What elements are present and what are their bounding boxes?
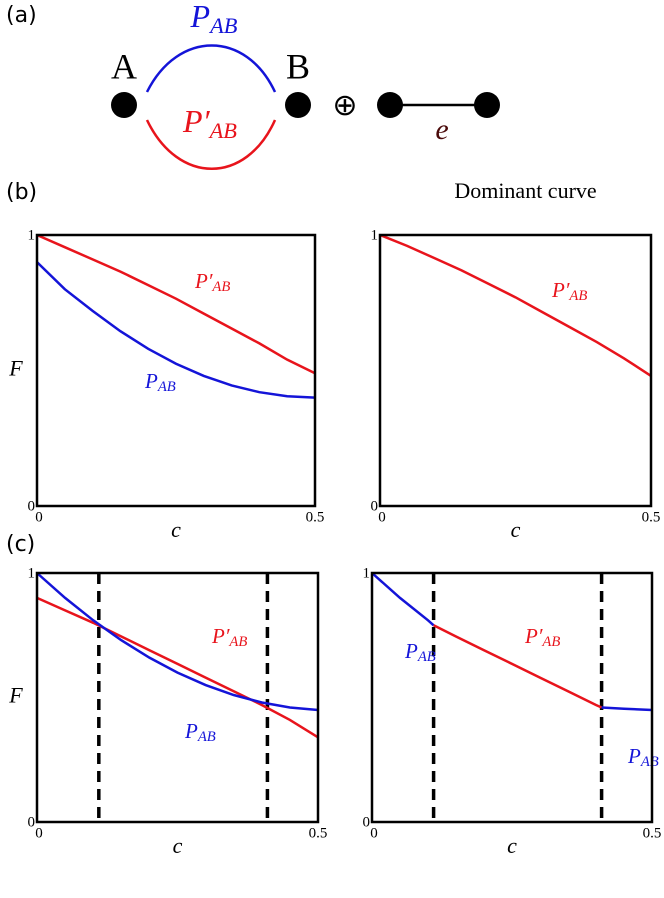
- curve-label: P′AB: [524, 624, 560, 651]
- node-label: B: [286, 46, 310, 86]
- x-tick-label: 0.5: [642, 509, 661, 525]
- node-label: A: [111, 46, 137, 86]
- x-axis-label: c: [173, 833, 183, 858]
- curve: [371, 572, 435, 627]
- curve-label: P′AB: [551, 278, 587, 305]
- y-tick-label: 0: [363, 814, 371, 830]
- curve: [36, 596, 319, 739]
- curve-label: P′AB: [194, 269, 230, 296]
- y-tick-label: 1: [28, 565, 36, 581]
- x-tick-label: 0.5: [306, 509, 325, 525]
- x-axis-label: c: [511, 517, 521, 542]
- y-tick-label: 0: [371, 498, 379, 514]
- x-axis-label: c: [171, 517, 181, 542]
- y-tick-label: 1: [28, 227, 36, 243]
- path-label: P′AB: [182, 103, 237, 143]
- path-arc: [145, 119, 277, 170]
- plot-frame: [378, 233, 653, 508]
- panel-label: (b): [6, 180, 37, 205]
- path-arc: [145, 44, 277, 93]
- curve: [36, 233, 316, 375]
- curve: [433, 624, 603, 709]
- node: [111, 92, 137, 118]
- y-tick-label: 0: [28, 814, 36, 830]
- curve-label: PAB: [627, 744, 659, 771]
- plot-frame: [35, 571, 320, 824]
- curve: [36, 261, 316, 399]
- x-tick-label: 0: [35, 825, 43, 841]
- node: [285, 92, 311, 118]
- operator: ⊕: [332, 89, 357, 122]
- path-label: PAB: [190, 0, 238, 38]
- chart-title: Dominant curve: [454, 178, 596, 203]
- plot-frame: [370, 571, 654, 824]
- curve: [379, 233, 652, 377]
- x-tick-label: 0: [35, 509, 43, 525]
- curve-label: P′AB: [211, 624, 247, 651]
- x-axis-label: c: [507, 833, 517, 858]
- curve-label: PAB: [184, 719, 216, 746]
- panel-label: (c): [6, 532, 35, 557]
- panel-label: (a): [6, 3, 37, 28]
- x-tick-label: 0: [378, 509, 386, 525]
- curve: [601, 706, 653, 712]
- y-tick-label: 1: [371, 227, 379, 243]
- y-axis-label: F: [8, 356, 23, 381]
- plot-frame: [35, 233, 317, 508]
- curve-label: PAB: [144, 369, 176, 396]
- x-tick-label: 0: [370, 825, 378, 841]
- x-tick-label: 0.5: [643, 825, 662, 841]
- curve-label: PAB: [404, 639, 436, 666]
- y-tick-label: 0: [28, 498, 36, 514]
- y-tick-label: 1: [363, 565, 371, 581]
- node: [474, 92, 500, 118]
- node: [377, 92, 403, 118]
- y-axis-label: F: [8, 683, 23, 708]
- x-tick-label: 0.5: [309, 825, 328, 841]
- curve: [36, 572, 319, 712]
- edge-label: e: [435, 113, 448, 146]
